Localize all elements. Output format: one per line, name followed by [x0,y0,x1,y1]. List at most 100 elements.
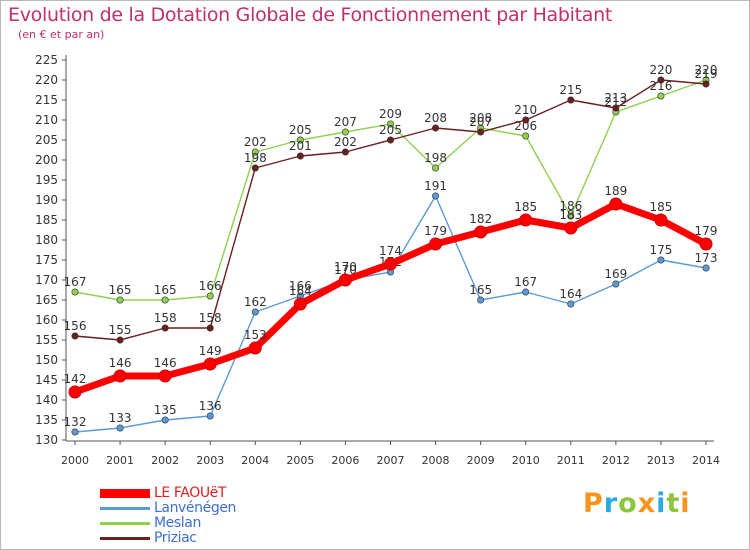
data-label: 189 [604,184,627,198]
data-point [657,256,665,264]
x-tick-label: 2013 [647,454,675,467]
y-tick-label: 205 [35,133,58,147]
y-tick-label: 185 [35,213,58,227]
data-label: 167 [514,275,537,289]
data-point [609,197,623,211]
data-label: 175 [649,243,672,257]
data-point [206,292,214,300]
x-tick-label: 2008 [422,454,450,467]
data-label: 135 [154,403,177,417]
x-tick-label: 2000 [61,454,89,467]
y-tick-label: 150 [35,353,58,367]
y-tick-label: 210 [35,113,58,127]
data-point [477,296,485,304]
data-point [71,332,79,340]
data-point [386,120,394,128]
data-point [654,213,668,227]
data-point [113,369,127,383]
data-label: 133 [109,411,132,425]
y-tick-label: 225 [35,53,58,67]
data-point [116,296,124,304]
data-label: 153 [244,328,267,342]
chart-title: Evolution de la Dotation Globale de Fonc… [8,4,613,26]
data-label: 164 [559,287,582,301]
logo-letter: x [637,488,657,519]
data-label: 155 [109,323,132,337]
data-label: 182 [469,212,492,226]
data-point [567,300,575,308]
data-point [522,288,530,296]
data-label: 164 [289,284,312,298]
y-tick-label: 145 [35,373,58,387]
y-tick-label: 215 [35,93,58,107]
chart-subtitle: (en € et par an) [18,28,105,41]
data-label: 166 [289,279,312,293]
data-point [293,297,307,311]
x-tick-label: 2002 [151,454,179,467]
legend-label: Meslan [154,515,201,531]
x-tick-label: 2009 [467,454,495,467]
x-tick-label: 2010 [512,454,540,467]
data-label: 220 [695,63,718,77]
logo-letter: r [603,488,619,519]
data-point [296,136,304,144]
data-label: 201 [289,139,312,153]
logo-letter: i [680,488,691,519]
data-label: 215 [559,83,582,97]
data-label: 146 [109,356,132,370]
data-point [699,237,713,251]
data-label: 170 [334,260,357,274]
x-tick-label: 2001 [106,454,134,467]
data-label: 191 [424,179,447,193]
data-point [338,273,352,287]
data-label: 179 [695,224,718,238]
data-label: 162 [244,295,267,309]
data-point [341,148,349,156]
data-point [386,136,394,144]
legend-swatch [100,489,150,498]
data-point [116,424,124,432]
data-point [657,92,665,100]
data-point [161,324,169,332]
legend-label: LE FAOUëT [154,485,227,501]
data-label: 208 [469,111,492,125]
data-point [474,225,488,239]
y-tick-label: 200 [35,153,58,167]
data-label: 158 [199,311,222,325]
data-label: 136 [199,399,222,413]
y-tick-label: 175 [35,253,58,267]
y-tick-label: 135 [35,413,58,427]
legend-label: Priziac [154,530,197,546]
data-point [477,128,485,136]
data-label: 146 [154,356,177,370]
data-label: 210 [514,103,537,117]
data-label: 205 [289,123,312,137]
data-label: 179 [424,224,447,238]
y-tick-label: 220 [35,73,58,87]
data-label: 185 [514,200,537,214]
data-point [251,164,259,172]
data-label: 207 [334,115,357,129]
logo-letter: i [656,488,667,519]
y-tick-label: 195 [35,173,58,187]
data-point [296,152,304,160]
x-tick-label: 2014 [692,454,720,467]
x-tick-label: 2012 [602,454,630,467]
data-label: 173 [695,251,718,265]
data-point [71,288,79,296]
x-tick-label: 2006 [331,454,359,467]
x-tick-label: 2007 [377,454,405,467]
x-tick-label: 2003 [196,454,224,467]
data-label: 165 [109,283,132,297]
data-point [564,221,578,235]
legend-label: Lanvénégen [154,500,237,516]
data-point [519,213,533,227]
data-point [384,257,397,271]
y-tick-label: 140 [35,393,58,407]
data-label: 169 [604,267,627,281]
data-label: 208 [424,111,447,125]
proxiti-logo: Proxiti [583,488,691,519]
data-point [206,412,214,420]
y-tick-label: 155 [35,333,58,347]
